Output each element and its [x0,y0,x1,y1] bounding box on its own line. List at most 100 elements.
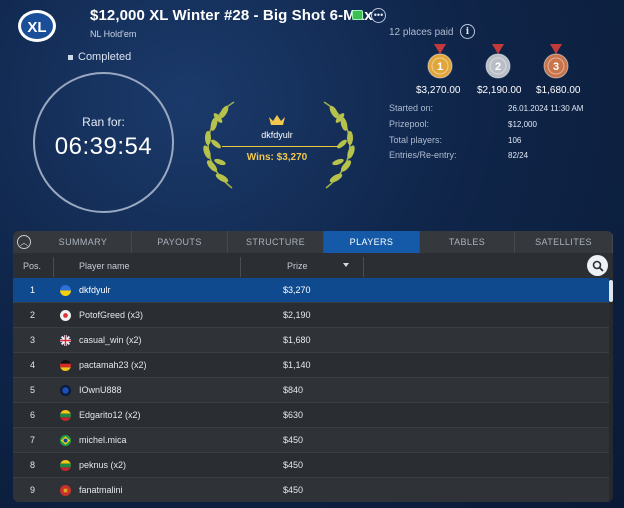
flag-lithuania-icon [60,460,71,471]
flag-brazil-icon [60,435,71,446]
row-position: 5 [30,385,36,395]
tab-tables[interactable]: TABLES [420,231,515,253]
table-row[interactable]: 3 casual_win (x2) $1,680 [13,328,609,353]
search-icon [592,260,604,272]
place-3-prize: $1,680.00 [536,85,581,96]
col-pos[interactable]: Pos. [23,261,42,271]
row-prize: $630 [283,410,304,420]
place-2-prize: $2,190.00 [477,85,522,96]
column-divider [53,257,54,277]
timer-ring [33,72,174,213]
medal-2-icon: 2 [485,44,511,79]
row-prize: $450 [283,435,304,445]
detail-value: 82/24 [508,151,529,160]
table-row[interactable]: 2 PotofGreed (x3) $2,190 [13,303,609,328]
col-prize[interactable]: Prize [287,261,308,271]
flag-montenegro-icon [60,485,71,496]
flag-ukraine-icon [60,285,71,296]
svg-text:3: 3 [553,61,559,73]
tournament-header: XL $12,000 XL Winter #28 - Big Shot 6-Ma… [0,0,624,230]
row-player-name: dkfdyulr [79,285,111,295]
row-player-name: michel.mica [79,435,127,445]
crown-icon [269,115,285,125]
row-player-name: pactamah23 (x2) [79,360,147,370]
row-prize: $840 [283,385,304,395]
tab-payouts[interactable]: PAYOUTS [132,231,228,253]
sort-down-icon[interactable] [343,263,349,267]
row-player-name: casual_win (x2) [79,335,142,345]
row-player-name: PotofGreed (x3) [79,310,144,320]
table-row[interactable]: 8 peknus (x2) $450 [13,453,609,478]
row-prize: $450 [283,485,304,495]
scrollbar-thumb[interactable] [609,280,613,302]
row-prize: $1,140 [283,360,311,370]
medal-1-icon: 1 [427,44,453,79]
tab-summary[interactable]: SUMMARY [35,231,132,253]
row-player-name: Edgarito12 (x2) [79,410,141,420]
detail-label: Prizepool: [389,119,430,129]
row-position: 9 [30,485,36,495]
column-divider [240,257,241,277]
tab-satellites[interactable]: SATELLITES [515,231,613,253]
flag-uk-icon [60,335,71,346]
tab-bar: ︿ SUMMARY PAYOUTS STRUCTURE PLAYERS TABLES SA… [13,231,613,253]
row-position: 1 [30,285,36,295]
svg-text:1: 1 [437,61,443,73]
table-row[interactable]: 4 pactamah23 (x2) $1,140 [13,353,609,378]
row-position: 3 [30,335,36,345]
status-square-icon [68,54,73,60]
table-row[interactable]: 9 fanatmalini $450 [13,478,609,502]
svg-text:XL: XL [27,19,46,36]
chevron-up-icon: ︿ [17,235,31,249]
players-panel: ︿ SUMMARY PAYOUTS STRUCTURE PLAYERS TABLES SA… [13,231,613,502]
column-divider [363,257,364,277]
xl-logo: XL [16,8,58,44]
row-position: 4 [30,360,36,370]
status-label: Completed [78,51,132,63]
more-options-button[interactable]: ••• [371,8,386,23]
row-prize: $3,270 [283,285,311,295]
winner-divider [222,146,338,147]
table-row[interactable]: 1 dkfdyulr $3,270 [13,278,609,303]
row-position: 8 [30,460,36,470]
table-row[interactable]: 7 michel.mica $450 [13,428,609,453]
flag-lithuania-icon [60,410,71,421]
row-prize: $2,190 [283,310,311,320]
detail-value: 26.01.2024 11:30 AM [508,104,584,113]
row-position: 7 [30,435,36,445]
scrollbar[interactable] [609,278,613,502]
detail-value: $12,000 [508,120,537,129]
search-button[interactable] [587,255,608,276]
info-icon[interactable]: i [460,24,475,39]
col-player-name[interactable]: Player name [79,261,130,271]
flag-dark-blue-icon [60,385,71,396]
tab-structure[interactable]: STRUCTURE [228,231,324,253]
tournament-status: Completed [68,51,131,63]
row-prize: $450 [283,460,304,470]
table-header: Pos. Player name Prize [13,254,613,278]
table-row[interactable]: 5 IOwnU888 $840 [13,378,609,403]
row-player-name: fanatmalini [79,485,123,495]
tab-players[interactable]: PLAYERS [324,231,420,253]
row-player-name: IOwnU888 [79,385,122,395]
detail-label: Started on: [389,103,434,113]
laurel-wreath-icon [203,101,355,189]
timer-value: 06:39:54 [54,133,153,160]
flag-circle-white-icon [60,310,71,321]
cash-icon [352,10,363,20]
row-player-name: peknus (x2) [79,460,127,470]
svg-text:2: 2 [495,61,501,73]
detail-label: Entries/Re-entry: [389,150,457,160]
collapse-button[interactable]: ︿ [13,231,35,253]
game-type: NL Hold'em [90,29,137,39]
tournament-title: $12,000 XL Winter #28 - Big Shot 6-Max [90,7,373,24]
places-paid: 12 places paid [389,27,454,38]
table-row[interactable]: 6 Edgarito12 (x2) $630 [13,403,609,428]
detail-label: Total players: [389,135,443,145]
timer-label: Ran for: [82,115,125,129]
place-1-prize: $3,270.00 [416,85,461,96]
players-table: 1 dkfdyulr $3,270 2 PotofGreed (x3) $2,190 3 ca… [13,278,609,502]
winner-prize: Wins: $3,270 [246,152,308,163]
row-position: 2 [30,310,36,320]
flag-germany-icon [60,360,71,371]
